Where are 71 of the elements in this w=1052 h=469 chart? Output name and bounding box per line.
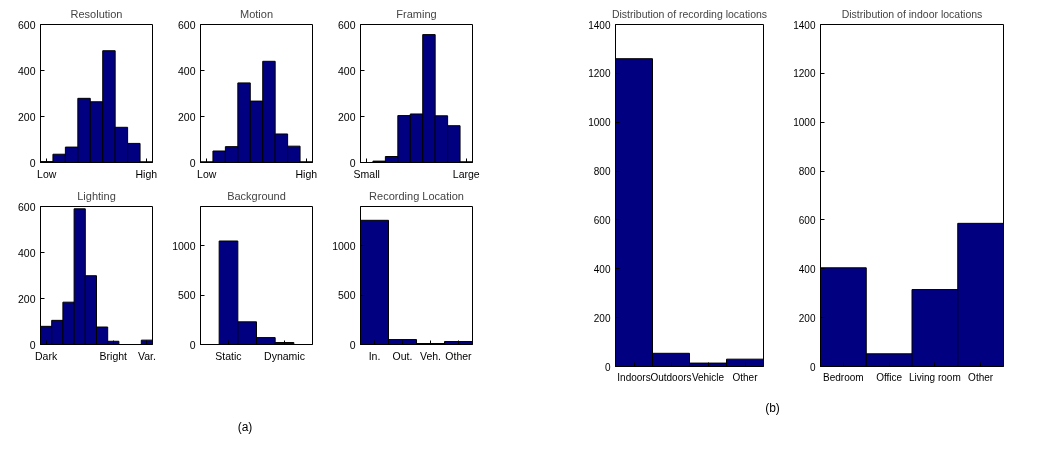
x-tick-label: Veh. <box>419 349 442 362</box>
y-tick-label: 200 <box>177 110 196 123</box>
chart-title: Framing <box>396 7 437 20</box>
x-tick-label: Other <box>968 371 994 383</box>
y-tick-label: 0 <box>809 361 816 373</box>
x-tick-label: Indoors <box>617 371 651 383</box>
x-tick-label: Static <box>215 349 242 362</box>
y-tick-label: 0 <box>189 156 196 169</box>
y-tick-label: 1400 <box>793 19 816 31</box>
x-tick-label: Office <box>876 371 903 383</box>
x-tick-label: Var. <box>137 349 156 362</box>
y-tick-label: 600 <box>177 18 196 31</box>
x-tick-label: Bedroom <box>823 371 864 383</box>
x-tick-label: High <box>295 167 318 180</box>
y-tick-label: 200 <box>593 312 611 324</box>
y-tick-label: 400 <box>17 246 36 259</box>
y-tick-label: 0 <box>349 156 356 169</box>
y-tick-label: 0 <box>189 338 196 351</box>
x-tick-label: Low <box>197 167 217 180</box>
y-tick-label: 800 <box>798 166 816 178</box>
x-tick-label: In. <box>368 349 381 362</box>
chart-title: Distribution of indoor locations <box>841 7 983 20</box>
y-tick-label: 200 <box>17 292 36 305</box>
chart-title: Resolution <box>70 7 123 20</box>
y-tick-label: 1000 <box>332 239 356 252</box>
y-tick-label: 600 <box>337 18 356 31</box>
x-tick-label: Other <box>445 349 473 362</box>
y-tick-label: 600 <box>593 214 611 226</box>
y-tick-label: 1200 <box>588 68 611 80</box>
x-tick-label: Large <box>452 167 480 180</box>
x-tick-label: High <box>135 167 158 180</box>
y-tick-label: 200 <box>17 110 36 123</box>
x-tick-label: Dark <box>35 349 58 362</box>
y-tick-label: 1000 <box>172 239 196 252</box>
y-tick-label: 0 <box>29 156 36 169</box>
y-tick-label: 600 <box>17 18 36 31</box>
y-tick-label: 800 <box>593 166 611 178</box>
y-tick-label: 200 <box>337 110 356 123</box>
y-tick-label: 200 <box>798 312 816 324</box>
x-tick-label: Bright <box>99 349 128 362</box>
chart-title: Background <box>227 189 286 202</box>
x-tick-label: Vehicle <box>691 371 725 383</box>
y-tick-label: 400 <box>798 263 816 275</box>
chart-title: Lighting <box>77 189 116 202</box>
y-tick-label: 600 <box>17 200 36 213</box>
y-tick-label: 400 <box>17 64 36 77</box>
x-tick-label: Outdoors <box>650 371 692 383</box>
x-tick-label: Low <box>37 167 57 180</box>
x-tick-label: Living room <box>909 371 961 383</box>
y-tick-label: 0 <box>604 361 611 373</box>
y-tick-label: 500 <box>177 289 196 302</box>
y-tick-label: 400 <box>593 263 611 275</box>
y-tick-label: 500 <box>337 289 356 302</box>
y-tick-label: 400 <box>337 64 356 77</box>
chart-title: Recording Location <box>369 189 464 202</box>
y-tick-label: 1200 <box>793 68 816 80</box>
text: (a) <box>237 419 253 436</box>
x-tick-label: Other <box>732 371 759 383</box>
x-tick-label: Dynamic <box>264 349 305 362</box>
y-tick-label: 400 <box>177 64 196 77</box>
chart-title: Distribution of recording locations <box>611 7 768 20</box>
y-tick-label: 1000 <box>588 117 611 129</box>
x-tick-label: Out. <box>392 349 413 362</box>
y-tick-label: 0 <box>349 338 356 351</box>
x-tick-label: Small <box>353 167 380 180</box>
y-tick-label: 600 <box>798 214 816 226</box>
chart-title: Motion <box>239 7 274 20</box>
y-tick-label: 1000 <box>793 117 816 129</box>
y-tick-label: 1400 <box>588 19 611 31</box>
text: (b) <box>765 400 780 417</box>
y-tick-label: 0 <box>29 338 36 351</box>
